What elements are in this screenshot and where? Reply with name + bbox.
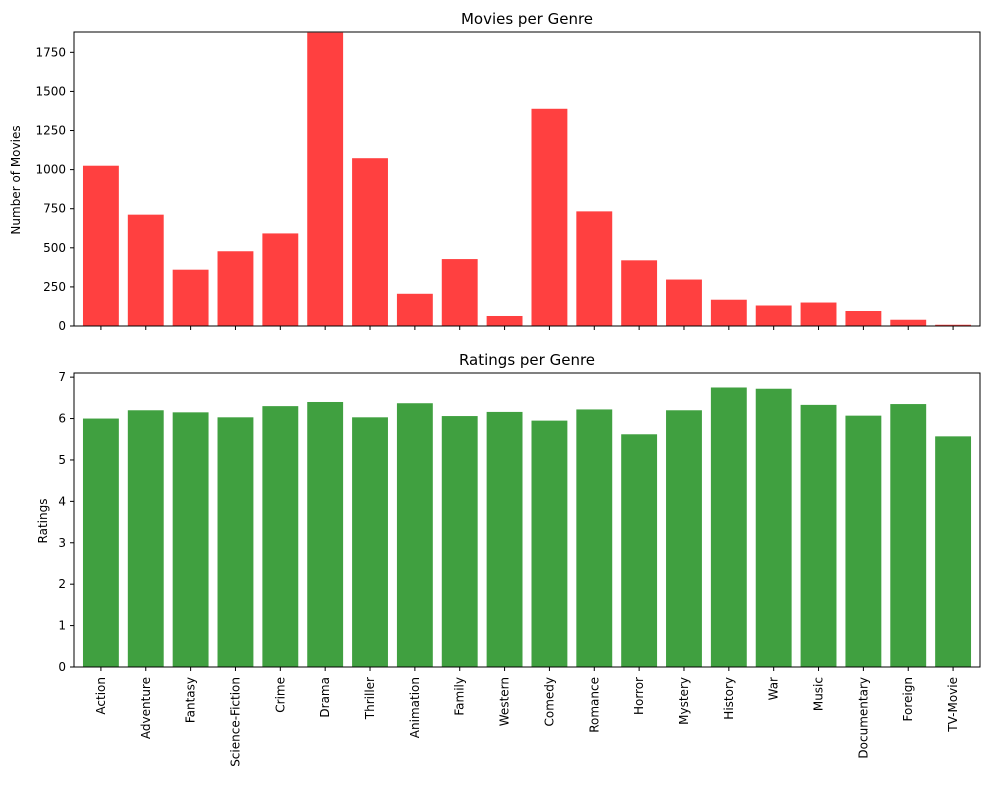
bar-western [486, 315, 523, 326]
bar-war [755, 388, 792, 667]
y-tick-label: 4 [58, 494, 66, 508]
x-tick-label: Music [812, 677, 826, 711]
bar-action [82, 165, 119, 326]
bar-mystery [666, 410, 702, 667]
y-tick-label: 1250 [35, 124, 66, 138]
x-tick-label: Mystery [677, 677, 691, 725]
y-tick-label: 5 [58, 453, 66, 467]
y-tick-label: 250 [43, 280, 66, 294]
bar-adventure [127, 214, 164, 326]
x-tick-label: Drama [318, 677, 332, 718]
bar-family [441, 259, 478, 326]
plot-frame [73, 31, 981, 327]
bar-western [486, 411, 523, 667]
plot-frame [73, 372, 981, 668]
x-tick-label: Family [453, 677, 467, 716]
bar-animation [396, 403, 433, 667]
x-tick-label: History [722, 677, 736, 720]
bar-crime [262, 406, 299, 667]
bar-adventure [127, 410, 164, 667]
x-tick-label: Animation [408, 677, 422, 738]
x-tick-label: Horror [632, 677, 646, 715]
bar-tv-movie [935, 324, 972, 326]
bar-thriller [352, 417, 388, 667]
x-tick-label: Action [94, 677, 108, 715]
x-tick-label: Foreign [901, 677, 915, 721]
y-tick-label: 0 [58, 319, 66, 333]
y-tick-label: 6 [58, 412, 66, 426]
bar-documentary [845, 415, 882, 667]
bar-drama [307, 32, 344, 326]
x-tick-label: Western [498, 677, 512, 726]
bar-thriller [352, 158, 388, 326]
ratings-per-genre-chart: Ratings per Genre Ratings 0 1 2 3 4 5 6 7 Action… [36, 351, 981, 767]
bar-drama [307, 401, 344, 667]
bar-family [441, 416, 478, 667]
bar-mystery [666, 279, 702, 326]
x-tick-label: Fantasy [184, 677, 198, 723]
y-tick-label: 2 [58, 577, 66, 591]
bar-music [800, 302, 837, 326]
x-tick-label: Science-Fiction [228, 677, 242, 767]
bar-science-fiction [217, 417, 254, 667]
x-tick-label: War [767, 677, 781, 700]
bar-comedy [531, 420, 568, 667]
x-tick-label: Documentary [856, 677, 870, 759]
x-tick-label: Comedy [542, 677, 556, 727]
y-tick-label: 500 [43, 241, 66, 255]
y-tick-label: 3 [58, 536, 66, 550]
y-tick-label: 0 [58, 660, 66, 674]
bar-horror [621, 260, 658, 326]
bar-fantasy [172, 269, 209, 326]
y-tick-label: 1 [58, 619, 66, 633]
y-tick-label: 1750 [35, 45, 66, 59]
chart-title: Ratings per Genre [459, 351, 595, 369]
y-axis-label: Number of Movies [9, 125, 23, 234]
y-tick-label: 1500 [35, 84, 66, 98]
bar-animation [396, 293, 433, 326]
bar-foreign [890, 404, 927, 667]
bar-music [800, 404, 837, 667]
bar-documentary [845, 310, 882, 326]
bar-history [710, 299, 747, 326]
bar-horror [621, 434, 658, 667]
bar-tv-movie [935, 436, 972, 667]
movies-per-genre-chart: Movies per Genre Number of Movies 0 250 50… [9, 10, 981, 333]
y-axis-label: Ratings [36, 499, 50, 544]
bar-foreign [890, 319, 927, 326]
y-tick-label: 750 [43, 202, 66, 216]
bar-war [755, 305, 792, 326]
chart-title: Movies per Genre [461, 10, 593, 28]
bar-romance [576, 211, 613, 326]
bar-comedy [531, 108, 568, 326]
bar-fantasy [172, 412, 209, 667]
y-tick-label: 7 [58, 370, 66, 384]
x-tick-label: Crime [273, 677, 287, 713]
x-tick-label: Romance [587, 677, 601, 733]
bar-history [710, 387, 747, 667]
x-tick-label: Adventure [139, 677, 153, 739]
bar-science-fiction [217, 251, 254, 326]
bar-action [82, 418, 119, 667]
y-tick-label: 1000 [35, 163, 66, 177]
x-tick-label: Thriller [363, 677, 377, 720]
x-tick-label: TV-Movie [946, 677, 960, 733]
bar-romance [576, 409, 613, 667]
bar-crime [262, 233, 299, 326]
